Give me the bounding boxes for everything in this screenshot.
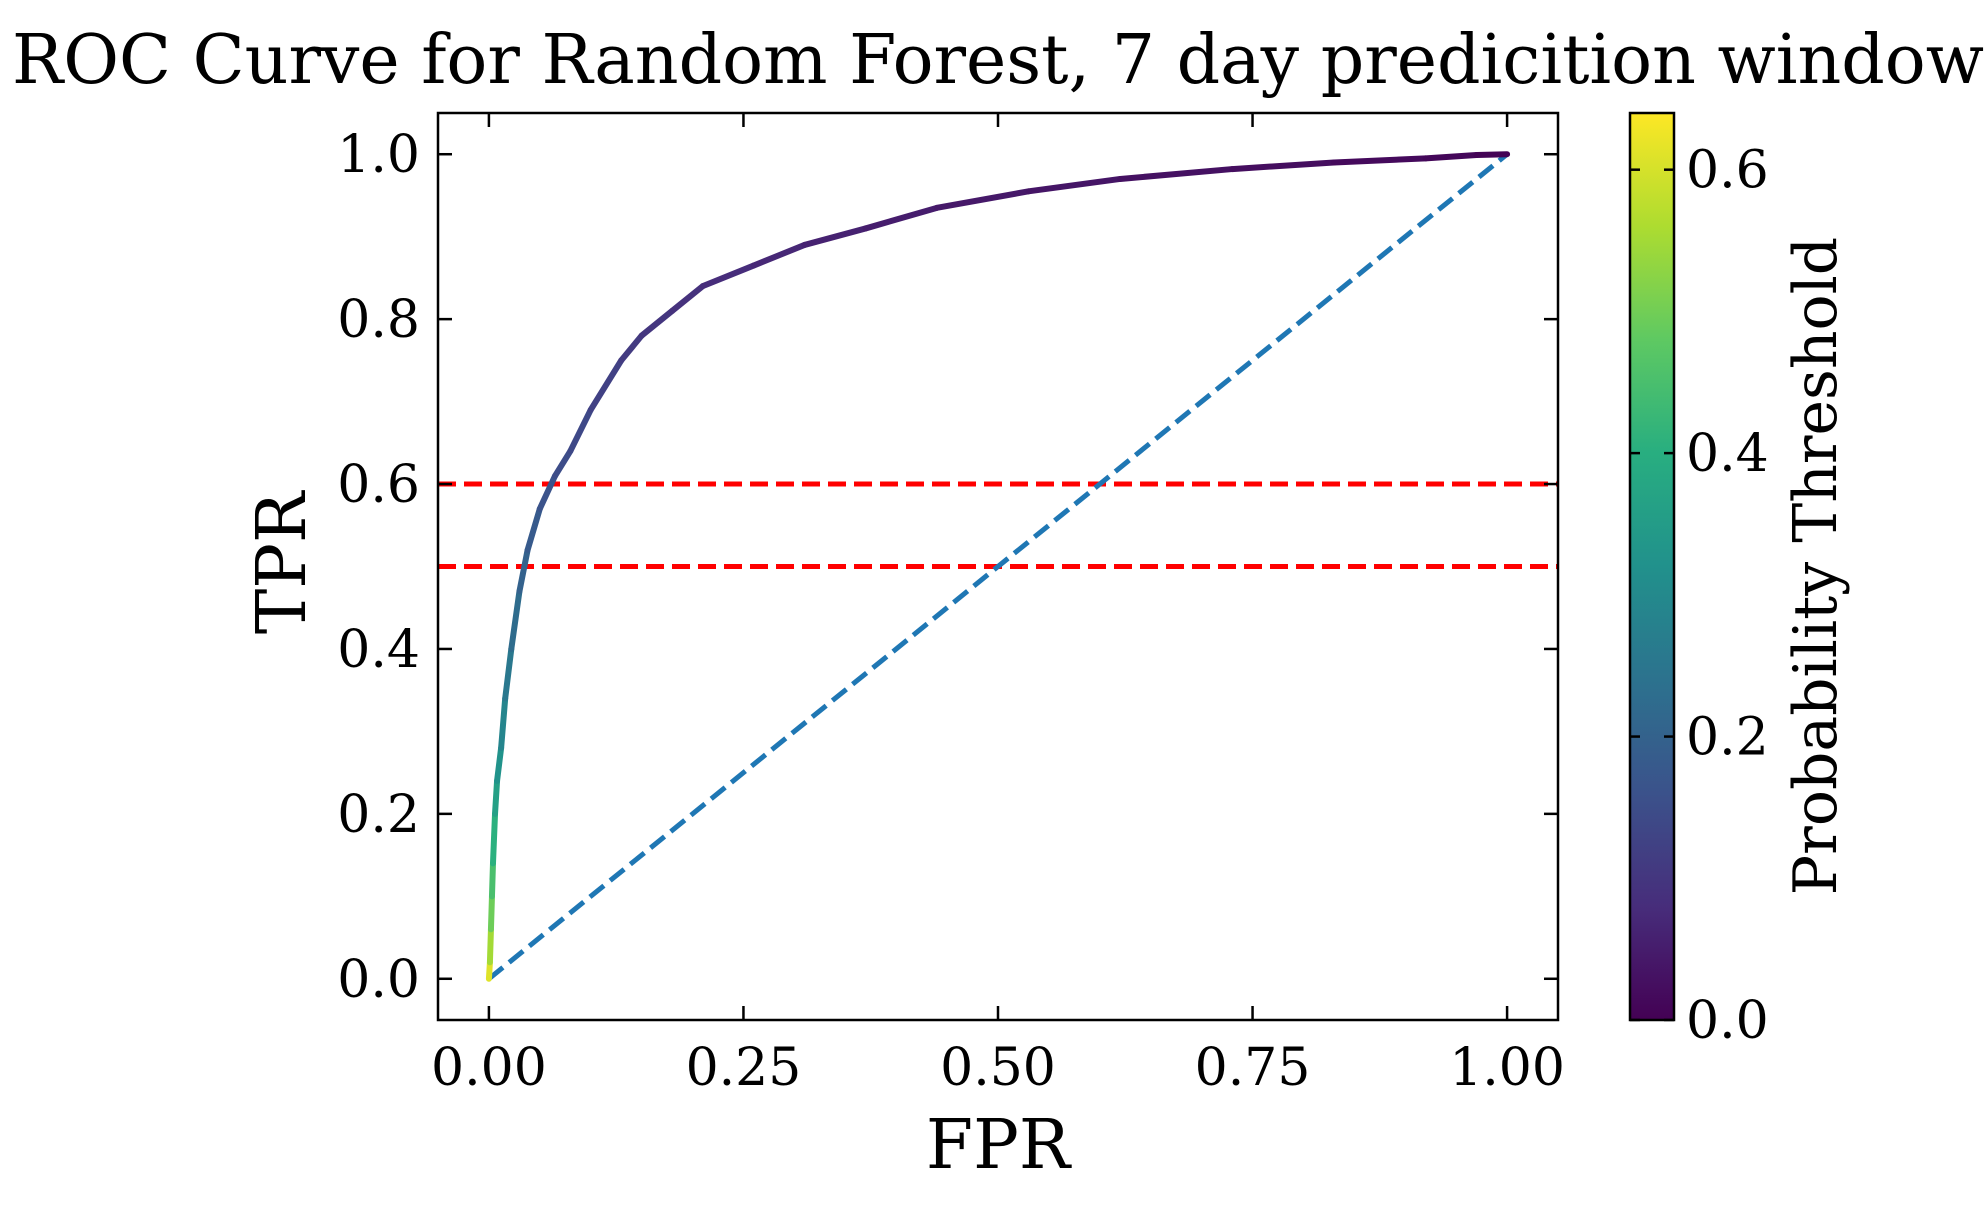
- colorbar-tick-label: 0.4: [1686, 424, 1769, 484]
- roc-segment: [750, 241, 808, 269]
- y-tick-label: 0.4: [337, 620, 420, 680]
- roc-segment: [524, 505, 543, 554]
- colorbar-tick-label: 0.2: [1686, 708, 1769, 768]
- colorbar-ticks: 0.0 0.2 0.4 0.6: [1630, 141, 1769, 1051]
- x-tick-label: 1.00: [1449, 1038, 1565, 1098]
- roc-segment: [1422, 152, 1480, 162]
- roc-segment: [502, 645, 515, 702]
- roc-segment: [1025, 175, 1124, 195]
- roc-segment: [492, 777, 501, 817]
- roc-segment: [567, 406, 594, 455]
- roc-segment: [862, 204, 940, 232]
- roc-segment: [508, 588, 523, 652]
- x-tick-label: 0.00: [431, 1038, 547, 1098]
- roc-segment: [494, 744, 505, 784]
- roc-segment: [486, 926, 494, 966]
- y-tick-label: 0.8: [337, 290, 420, 350]
- y-tick-label: 0.0: [337, 950, 420, 1010]
- roc-segment: [1229, 159, 1337, 173]
- chart-title: ROC Curve for Random Forest, 7 day predi…: [12, 21, 1984, 100]
- roc-segment: [618, 332, 645, 364]
- roc-segment: [587, 357, 625, 413]
- y-tick-label: 0.2: [337, 785, 420, 845]
- plot-area: 0.00 0.25 0.50 0.75 1.00 0.0 0.2 0.4 0.6 0.8 1.0: [337, 111, 1565, 1098]
- chance-diagonal: [487, 152, 1509, 981]
- y-axis-ticks: 0.0 0.2 0.4 0.6 0.8 1.0: [337, 125, 1558, 1010]
- roc-segment: [933, 188, 1032, 211]
- colorbar-tick-label: 0.6: [1686, 141, 1769, 201]
- y-tick-label: 1.0: [337, 125, 420, 185]
- colorbar-label: Probability Threshold: [1781, 237, 1851, 895]
- x-tick-label: 0.50: [940, 1038, 1056, 1098]
- roc-segment: [699, 262, 757, 290]
- roc-segment: [638, 307, 676, 339]
- roc-segment: [669, 283, 706, 314]
- roc-segment: [552, 448, 574, 479]
- colorbar: 0.0 0.2 0.4 0.6 Probability Threshold: [1628, 111, 1851, 1051]
- roc-segment: [489, 810, 499, 867]
- x-axis-label: FPR: [926, 1106, 1072, 1185]
- roc-segment: [1331, 155, 1429, 166]
- colorbar-gradient: [1628, 111, 1676, 1022]
- y-axis-label: TPR: [243, 490, 322, 634]
- roc-segment: [1117, 166, 1236, 182]
- diagonal-line: [487, 152, 1509, 981]
- roc-segment: [801, 225, 869, 248]
- roc-segment: [488, 860, 496, 900]
- reference-lines: [438, 481, 1558, 569]
- x-tick-label: 0.75: [1195, 1038, 1311, 1098]
- y-tick-label: 0.6: [337, 455, 420, 515]
- roc-segment: [487, 893, 495, 933]
- roc-segment: [498, 695, 509, 751]
- roc-segment: [1473, 151, 1511, 159]
- roc-segment: [516, 547, 531, 595]
- colorbar-tick-label: 0.0: [1686, 991, 1769, 1051]
- x-tick-label: 0.25: [686, 1038, 802, 1098]
- roc-curve: [485, 151, 1511, 982]
- roc-segment: [536, 472, 559, 512]
- x-axis-ticks: 0.00 0.25 0.50 0.75 1.00: [431, 113, 1565, 1098]
